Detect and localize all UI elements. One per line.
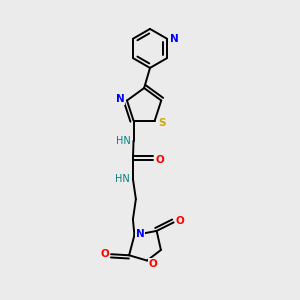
Text: HN: HN	[116, 136, 130, 146]
Text: O: O	[100, 249, 109, 259]
Text: N: N	[116, 94, 125, 104]
Text: N: N	[170, 34, 178, 44]
Text: HN: HN	[115, 174, 130, 184]
Text: O: O	[175, 216, 184, 226]
Text: N: N	[136, 229, 145, 239]
Text: S: S	[158, 118, 166, 128]
Text: O: O	[148, 259, 157, 269]
Text: O: O	[155, 155, 164, 165]
